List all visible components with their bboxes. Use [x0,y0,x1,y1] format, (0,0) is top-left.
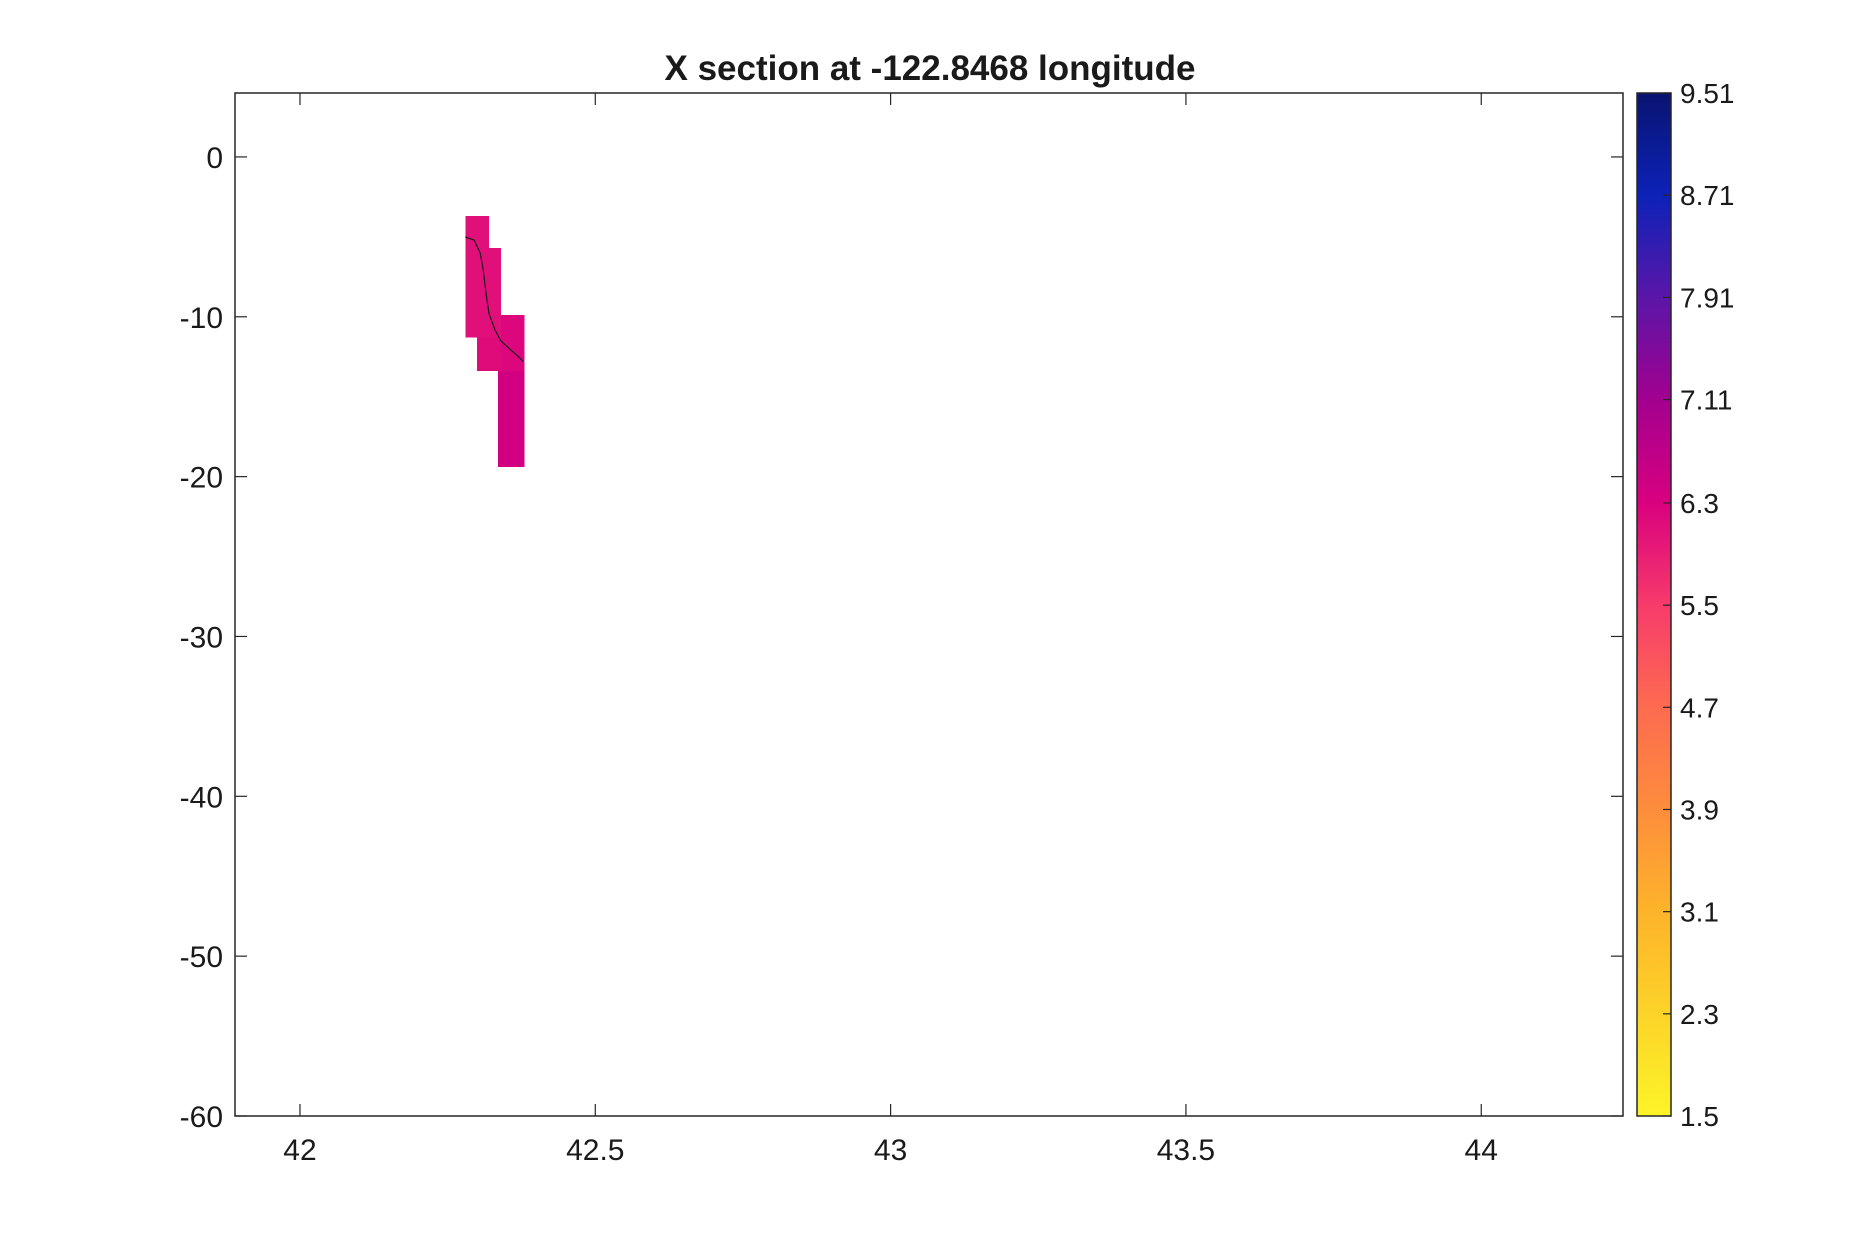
colorbar-tick-label: 7.91 [1680,282,1735,313]
colorbar-frame [1636,92,1672,1117]
colorbar-tick-label: 1.5 [1680,1101,1719,1132]
colorbar-tick-label: 8.71 [1680,180,1735,211]
chart-title: X section at -122.8468 longitude [665,49,1196,88]
heatmap-cell [477,337,501,372]
x-tick-label: 42.5 [566,1134,624,1167]
colorbar-tick-label: 2.3 [1680,999,1719,1030]
colorbar-gradient [1637,93,1671,1116]
plot-frame [234,92,1624,1117]
colorbar-tick-label: 4.7 [1680,692,1719,723]
x-tick-label: 42 [283,1134,316,1167]
plot-area [235,93,1623,1116]
x-tick-label: 43.5 [1157,1134,1215,1167]
contour-line-layer [465,236,524,362]
y-tick-label: -40 [180,781,223,814]
colorbar-tick-label: 3.9 [1680,794,1719,825]
y-tick-label: -50 [180,941,223,974]
y-tick-label: -30 [180,621,223,654]
y-tick-label: -20 [180,462,223,495]
x-tick-label: 43 [874,1134,907,1167]
axis-ticks: 42 42.5 43 43.5 44 0 -10 -20 -30 -40 -50 -60 [180,93,1623,1167]
x-tick-label: 44 [1465,1134,1498,1167]
colorbar-tick-label: 3.1 [1680,897,1719,928]
colorbar: 9.51 8.71 7.91 7.11 6.3 5.5 4.7 3.9 3.1 2.3 1.5 [1636,78,1735,1132]
y-tick-label: -60 [180,1101,223,1134]
heatmap-cell [497,371,525,468]
y-tick-label: 0 [206,142,223,175]
colorbar-tick-label: 6.3 [1680,488,1719,519]
colorbar-tick-label: 7.11 [1680,385,1732,416]
heatmap-cell [500,315,525,372]
colorbar-tick-label: 5.5 [1680,590,1719,621]
y-tick-label: -10 [180,302,223,335]
colorbar-tick-label: 9.51 [1680,78,1735,109]
heatmap-cell [488,248,501,338]
heatmap-cells [465,216,525,468]
heatmap-cell [465,216,489,338]
contour-line [465,236,524,362]
